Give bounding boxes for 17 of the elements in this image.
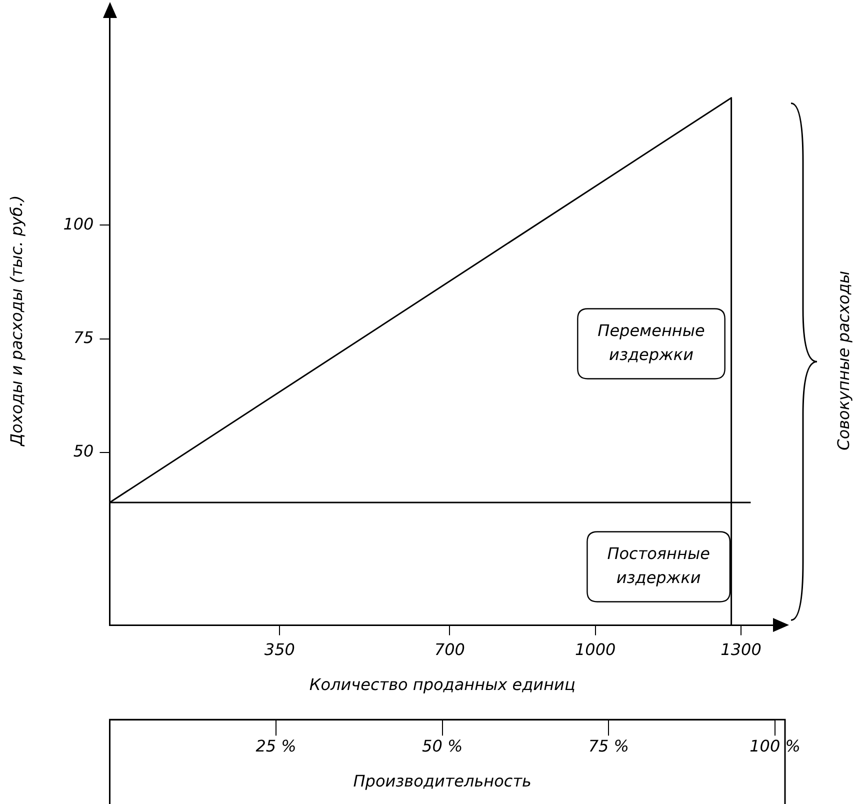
x2-axis-title: Производительность: [353, 772, 532, 791]
y-tick-label: 50: [73, 442, 94, 461]
x-tick-label: 1000: [574, 640, 616, 659]
y-axis-title: Доходы и расходы (тыс. руб.): [6, 195, 26, 447]
x2-tick-label: 25 %: [256, 736, 296, 756]
text: Совокупные расходы: [834, 270, 854, 450]
y-tick-label: 100: [63, 214, 94, 234]
y-tick-label: 75: [73, 328, 94, 347]
x-axis-title: Количество проданных единиц: [309, 675, 576, 694]
annotation: Переменные издержки: [598, 320, 706, 364]
x-tick-label: 700: [434, 640, 465, 659]
annotation: Постоянные издержки: [607, 544, 710, 587]
x-tick-label: 1300: [720, 640, 762, 659]
x-tick-label: 350: [264, 640, 295, 659]
x2-tick-label: 75 %: [588, 736, 630, 756]
x2-tick-label: 50 %: [422, 736, 463, 756]
x2-tick-label: 100 %: [750, 736, 800, 756]
